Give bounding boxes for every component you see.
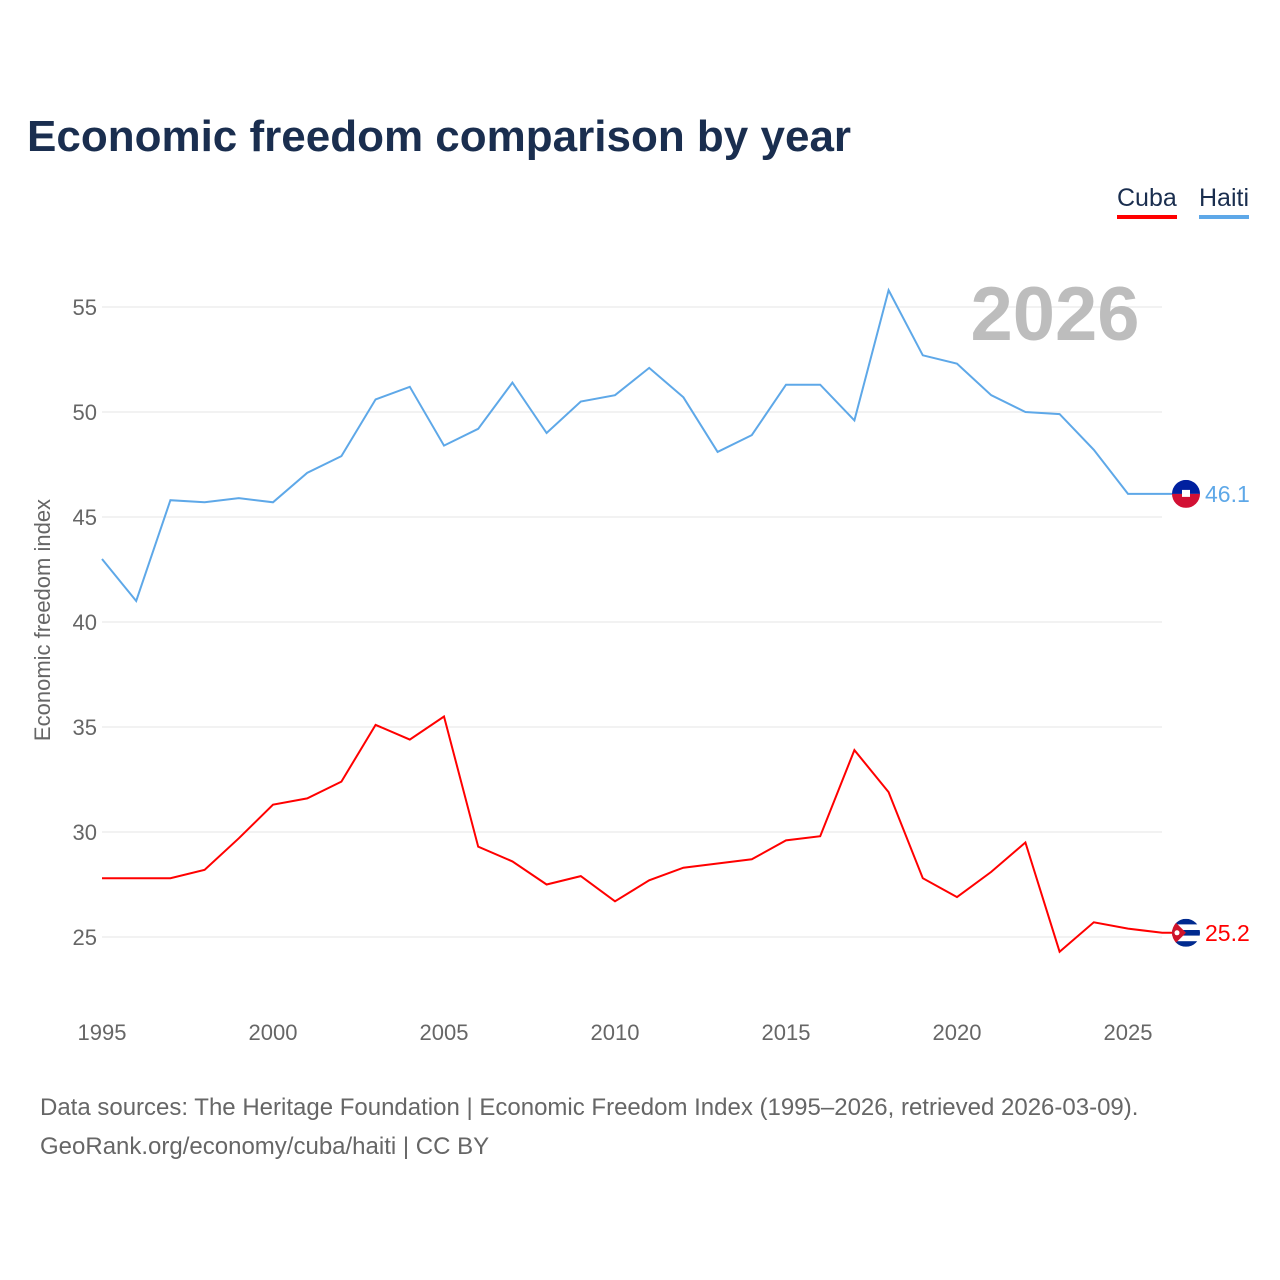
year-watermark: 2026 — [970, 272, 1139, 357]
source-line-2: GeoRank.org/economy/cuba/haiti | CC BY — [40, 1133, 490, 1160]
y-tick-label: 55 — [73, 295, 97, 320]
y-tick-label: 30 — [73, 820, 97, 845]
source-line-1: Data sources: The Heritage Foundation | … — [40, 1094, 1139, 1121]
y-tick-label: 35 — [73, 715, 97, 740]
x-tick-label: 2000 — [249, 1020, 298, 1045]
x-tick-label: 2025 — [1104, 1020, 1153, 1045]
x-tick-label: 2005 — [420, 1020, 469, 1045]
source-note: Data sources: The Heritage Foundation | … — [40, 1088, 1138, 1166]
x-tick-label: 2015 — [762, 1020, 811, 1045]
haiti-flag-icon — [1172, 479, 1200, 508]
chart-title: Economic freedom comparison by year — [27, 112, 852, 161]
y-tick-label: 45 — [73, 505, 97, 530]
y-tick-label: 40 — [73, 610, 97, 635]
end-value-label-haiti: 46.1 — [1205, 481, 1250, 507]
end-value-label-cuba: 25.2 — [1205, 920, 1250, 946]
x-tick-label: 1995 — [78, 1020, 127, 1045]
y-axis-label: Economic freedom index — [30, 499, 55, 741]
x-tick-label: 2010 — [591, 1020, 640, 1045]
y-tick-label: 25 — [73, 925, 97, 950]
legend-cuba[interactable]: Cuba — [1117, 184, 1177, 219]
y-tick-label: 50 — [73, 400, 97, 425]
series-line-cuba — [102, 714, 1186, 954]
x-tick-label: 2020 — [933, 1020, 982, 1045]
legend-haiti[interactable]: Haiti — [1199, 184, 1250, 219]
series-line-haiti — [101, 287, 1186, 604]
cuba-flag-icon — [1172, 918, 1200, 947]
